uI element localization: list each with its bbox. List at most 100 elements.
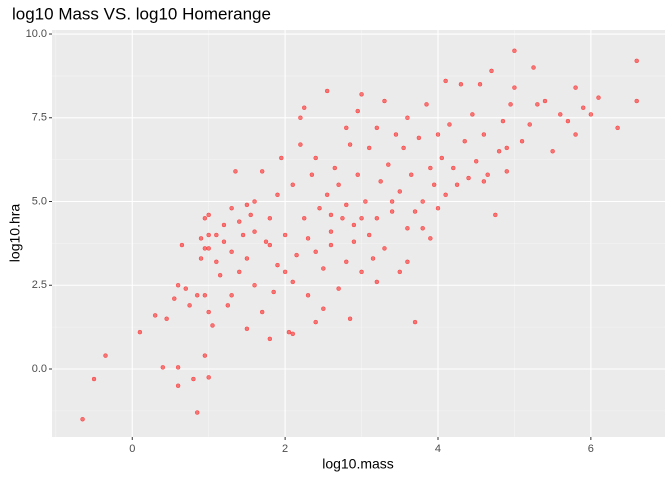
point	[504, 145, 510, 151]
point	[229, 205, 234, 211]
point	[527, 122, 532, 127]
point	[328, 212, 334, 218]
point	[324, 192, 330, 198]
point	[431, 182, 437, 188]
point	[298, 115, 303, 121]
point	[508, 102, 513, 107]
point	[573, 132, 578, 137]
x-tick-label: 6	[588, 443, 594, 455]
y-tick-label: 7.5	[32, 112, 47, 124]
point	[397, 269, 403, 275]
point	[198, 256, 204, 261]
point	[412, 209, 418, 214]
point	[267, 216, 273, 221]
point	[194, 410, 200, 415]
point	[389, 209, 395, 214]
point	[225, 303, 231, 308]
point	[485, 172, 490, 177]
point	[301, 105, 307, 110]
point	[275, 192, 280, 198]
x-tick-label: 0	[129, 443, 135, 455]
point	[382, 98, 387, 104]
y-tick-label: 5.0	[32, 195, 47, 207]
point	[344, 259, 349, 265]
y-tick-label: 10.0	[26, 28, 47, 40]
point	[152, 313, 158, 318]
point	[405, 259, 410, 265]
point	[259, 309, 265, 315]
point	[370, 256, 376, 261]
point	[378, 179, 383, 184]
point	[202, 353, 208, 358]
point	[473, 159, 479, 164]
point	[282, 232, 288, 238]
point	[466, 175, 471, 181]
point	[252, 229, 257, 234]
point	[634, 98, 639, 104]
point	[634, 58, 639, 64]
point	[401, 145, 406, 151]
point	[412, 319, 418, 325]
point	[420, 199, 425, 204]
point	[206, 246, 211, 251]
point	[172, 296, 177, 301]
point	[175, 283, 181, 288]
point	[206, 309, 211, 315]
point	[344, 125, 349, 131]
point	[405, 226, 410, 231]
point	[424, 102, 429, 107]
point	[447, 122, 452, 127]
point	[279, 155, 284, 161]
point	[305, 236, 311, 241]
point	[244, 256, 250, 261]
point	[531, 65, 536, 70]
point	[229, 293, 234, 298]
point	[340, 216, 345, 221]
point	[252, 283, 257, 288]
point	[481, 132, 487, 137]
point	[355, 172, 360, 177]
point	[244, 202, 250, 208]
point	[363, 199, 368, 204]
point	[573, 85, 578, 90]
x-tick-label: 2	[282, 443, 288, 455]
point	[351, 239, 357, 244]
point	[328, 229, 334, 234]
point	[588, 112, 594, 117]
point	[355, 108, 360, 114]
point	[305, 293, 311, 298]
point	[504, 169, 510, 174]
point	[179, 242, 185, 248]
point	[347, 316, 353, 322]
point	[332, 165, 338, 171]
x-tick-label: 4	[435, 443, 441, 455]
point	[435, 132, 441, 137]
point	[344, 202, 349, 208]
point	[294, 252, 299, 258]
point	[386, 162, 391, 167]
point	[263, 239, 269, 244]
point	[389, 199, 395, 204]
chart-title: log10 Mass VS. log10 Homerange	[12, 4, 271, 23]
point	[496, 149, 502, 154]
point	[275, 262, 280, 268]
plot-panel	[52, 30, 665, 437]
point	[206, 375, 211, 380]
point	[393, 132, 399, 137]
point	[481, 179, 487, 184]
point	[290, 279, 296, 285]
point	[313, 319, 318, 325]
point	[80, 416, 85, 422]
point	[290, 182, 296, 188]
point	[382, 246, 387, 251]
point	[244, 326, 250, 332]
y-axis-title: log10.hra	[7, 204, 23, 263]
point	[317, 205, 322, 211]
point	[428, 165, 433, 171]
point	[286, 329, 292, 335]
point	[309, 172, 315, 177]
point	[359, 92, 364, 97]
point	[366, 145, 372, 151]
point	[221, 222, 227, 228]
